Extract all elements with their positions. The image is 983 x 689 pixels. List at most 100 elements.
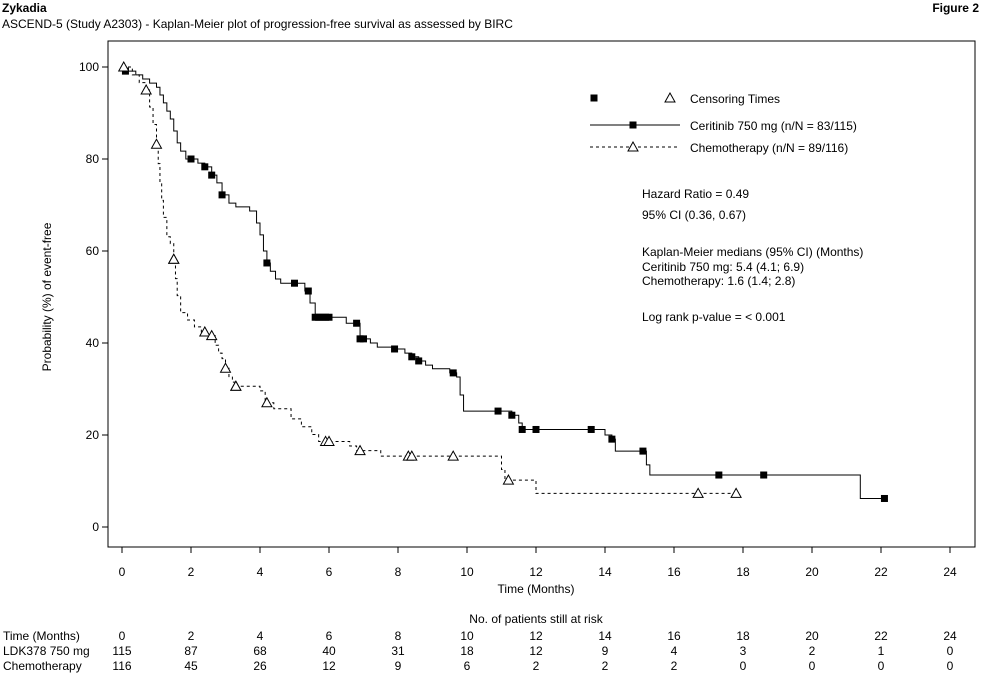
ceritinib-censor-marker <box>518 425 526 433</box>
risk-cell: 2 <box>532 659 540 673</box>
risk-cell: 20 <box>805 629 819 643</box>
x-tick-label: 6 <box>326 565 333 579</box>
risk-cell: 0 <box>946 644 954 658</box>
risk-cell: 0 <box>739 659 747 673</box>
risk-cell: 0 <box>808 659 816 673</box>
legend-censor-label: Censoring Times <box>690 92 780 106</box>
x-tick-label: 16 <box>667 565 681 579</box>
chemotherapy-censor-marker <box>261 396 273 408</box>
ceritinib-censor-marker <box>360 335 367 343</box>
ceritinib-censor-marker <box>187 155 195 163</box>
ceritinib-censor-marker <box>608 435 616 443</box>
figure-subtitle: ASCEND-5 (Study A2303) - Kaplan-Meier pl… <box>2 17 513 31</box>
x-tick-label: 10 <box>460 565 474 579</box>
ceritinib-censor-marker <box>508 411 516 419</box>
ceritinib-censor-marker <box>353 319 361 327</box>
risk-row-label: Time (Months) <box>3 629 80 643</box>
risk-cell: 9 <box>394 659 402 673</box>
risk-row-label: LDK378 750 mg <box>3 644 90 658</box>
brand-name: Zykadia <box>2 1 47 15</box>
risk-cell: 0 <box>877 659 885 673</box>
annotation-line: Ceritinib 750 mg: 5.4 (4.1; 6.9) <box>642 260 804 274</box>
risk-cell: 6 <box>463 659 471 673</box>
risk-cell: 0 <box>118 629 126 643</box>
y-axis-label: Probability (%) of event-free <box>40 222 54 371</box>
x-tick-label: 12 <box>529 565 543 579</box>
risk-cell: 31 <box>391 644 405 658</box>
chemotherapy-censor-marker <box>140 83 152 95</box>
chemotherapy-censor-marker <box>354 444 366 456</box>
risk-cell: 2 <box>601 659 609 673</box>
chemotherapy-censor-marker <box>205 329 218 341</box>
risk-cell: 1 <box>877 644 885 658</box>
risk-cell: 12 <box>529 629 543 643</box>
x-tick-label: 14 <box>598 565 612 579</box>
x-tick-label: 8 <box>395 565 402 579</box>
chemotherapy-censor-marker <box>447 450 460 461</box>
y-tick-label: 60 <box>86 244 100 258</box>
plot-frame <box>107 40 976 548</box>
chemotherapy-censor-marker <box>150 138 163 149</box>
risk-cell: 116 <box>112 659 132 673</box>
risk-cell: 6 <box>325 629 333 643</box>
ceritinib-censor-marker <box>494 407 502 415</box>
risk-table-title: No. of patients still at risk <box>469 612 603 626</box>
chemotherapy-censor-marker <box>730 487 742 498</box>
y-tick-label: 40 <box>86 336 100 350</box>
ceritinib-censor-marker <box>263 259 271 267</box>
legend-censor-square <box>590 94 598 102</box>
risk-cell: 40 <box>322 644 336 658</box>
ceritinib-censor-marker <box>208 171 216 179</box>
legend-ceritinib-label: Ceritinib 750 mg (n/N = 83/115) <box>690 119 857 133</box>
risk-cell: 16 <box>667 629 681 643</box>
ceritinib-censor-marker <box>532 425 540 433</box>
risk-cell: 12 <box>529 644 543 658</box>
ceritinib-curve <box>122 66 885 499</box>
x-tick-label: 4 <box>257 565 264 579</box>
chemotherapy-censor-marker <box>219 362 232 373</box>
x-tick-label: 18 <box>736 565 750 579</box>
ceritinib-censor-marker <box>218 191 226 199</box>
risk-cell: 18 <box>460 644 474 658</box>
ceritinib-censor-marker <box>391 345 399 353</box>
chemotherapy-censor-marker <box>198 325 211 337</box>
ceritinib-censor-marker <box>304 287 312 295</box>
x-tick-label: 24 <box>943 565 957 579</box>
ceritinib-censor-marker <box>408 353 416 361</box>
x-tick-label: 2 <box>188 565 195 579</box>
x-tick-label: 20 <box>805 565 819 579</box>
ceritinib-censor-marker <box>587 425 595 433</box>
chemotherapy-censor-marker <box>405 450 418 461</box>
chemotherapy-censor-marker <box>117 60 130 72</box>
risk-cell: 0 <box>946 659 954 673</box>
chemotherapy-censor-marker <box>502 474 515 485</box>
curves <box>117 60 888 502</box>
x-tick-label: 22 <box>874 565 888 579</box>
risk-cell: 2 <box>670 659 678 673</box>
ceritinib-censor-marker <box>201 163 209 171</box>
y-tick-label: 100 <box>79 60 99 74</box>
chemotherapy-curve <box>122 66 737 494</box>
chemotherapy-censor-marker <box>167 253 180 264</box>
x-axis-label: Time (Months) <box>498 582 575 596</box>
y-tick-label: 20 <box>86 428 100 442</box>
legend: Censoring Times Ceritinib 750 mg (n/N = 8… <box>590 91 857 155</box>
ceritinib-censor-marker <box>880 494 888 502</box>
x-tick-label: 0 <box>119 565 126 579</box>
annotation-line: 95% CI (0.36, 0.67) <box>642 208 746 222</box>
legend-censor-triangle <box>664 91 676 103</box>
stats-annotations: Hazard Ratio = 0.49 95% CI (0.36, 0.67) Ka… <box>642 187 863 324</box>
ceritinib-censor-marker <box>639 447 647 455</box>
legend-chemotherapy-label: Chemotherapy (n/N = 89/116) <box>690 141 848 155</box>
risk-cell: 2 <box>808 644 816 658</box>
figure-label: Figure 2 <box>932 1 979 15</box>
risk-cell: 4 <box>670 644 678 658</box>
annotation-line: Log rank p-value = < 0.001 <box>642 310 786 324</box>
risk-cell: 14 <box>598 629 612 643</box>
annotation-line: Chemotherapy: 1.6 (1.4; 2.8) <box>642 274 795 288</box>
risk-cell: 26 <box>253 659 267 673</box>
ceritinib-censor-marker <box>291 279 298 287</box>
risk-cell: 87 <box>184 644 198 658</box>
chemotherapy-censor-marker <box>692 487 704 498</box>
